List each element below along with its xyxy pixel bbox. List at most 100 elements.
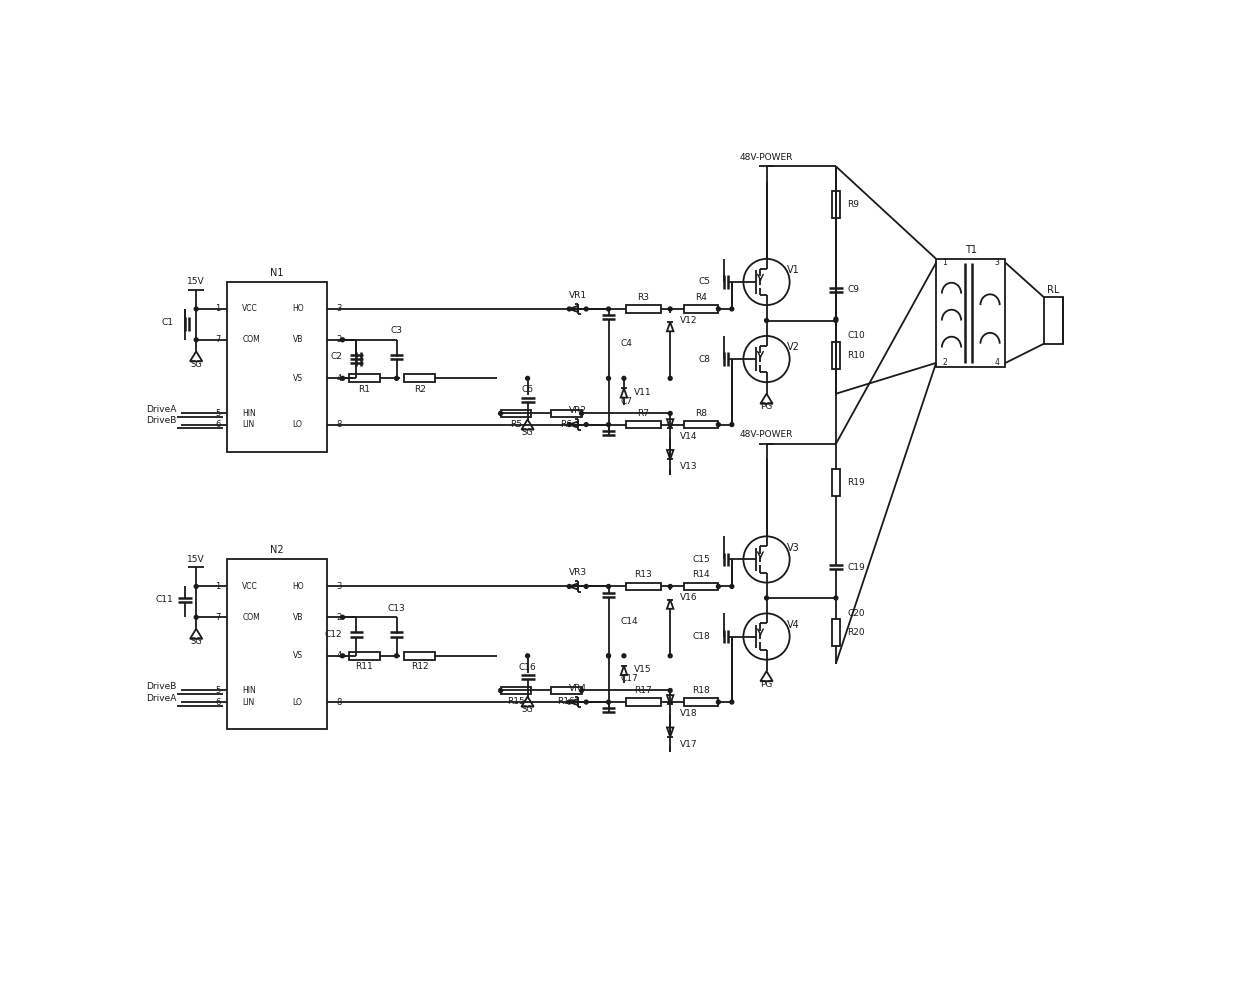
- Text: R3: R3: [637, 293, 650, 302]
- Circle shape: [765, 596, 769, 600]
- Text: 2: 2: [942, 358, 947, 367]
- Circle shape: [341, 338, 345, 341]
- Text: VR4: VR4: [569, 684, 587, 693]
- Text: V13: V13: [681, 462, 698, 471]
- Text: R11: R11: [356, 662, 373, 671]
- Text: V18: V18: [681, 709, 698, 718]
- Bar: [683, 583, 718, 591]
- Text: C17: C17: [620, 675, 637, 684]
- Bar: [626, 305, 661, 312]
- Text: 3: 3: [336, 304, 341, 313]
- Circle shape: [498, 411, 502, 415]
- Circle shape: [717, 700, 720, 704]
- Text: 5: 5: [215, 408, 221, 417]
- Circle shape: [584, 700, 588, 704]
- Bar: [936, 259, 1006, 366]
- Polygon shape: [667, 450, 673, 459]
- Circle shape: [606, 376, 610, 380]
- Text: VCC: VCC: [242, 582, 258, 591]
- Circle shape: [341, 376, 345, 380]
- Text: VR1: VR1: [569, 290, 587, 299]
- Text: R5: R5: [510, 419, 522, 428]
- Bar: [626, 420, 661, 428]
- Circle shape: [717, 422, 720, 426]
- Text: R13: R13: [635, 571, 652, 580]
- Circle shape: [195, 338, 198, 341]
- Text: 6: 6: [215, 420, 221, 429]
- Text: R19: R19: [847, 477, 866, 486]
- Text: 2: 2: [336, 335, 341, 344]
- Circle shape: [606, 585, 610, 589]
- Polygon shape: [760, 672, 773, 682]
- Circle shape: [765, 318, 769, 322]
- Circle shape: [195, 307, 198, 311]
- Polygon shape: [667, 322, 673, 331]
- Circle shape: [717, 307, 720, 311]
- Circle shape: [195, 616, 198, 620]
- Polygon shape: [667, 419, 673, 428]
- Circle shape: [668, 411, 672, 415]
- Text: VB: VB: [293, 335, 303, 344]
- Polygon shape: [621, 666, 627, 675]
- Text: R10: R10: [847, 350, 866, 359]
- Text: DriveA: DriveA: [146, 694, 177, 703]
- Text: HO: HO: [293, 582, 304, 591]
- Circle shape: [567, 307, 572, 311]
- Bar: [501, 409, 532, 417]
- Text: VCC: VCC: [242, 304, 258, 313]
- Polygon shape: [760, 393, 773, 403]
- Circle shape: [526, 654, 529, 658]
- Text: HIN: HIN: [242, 408, 257, 417]
- Text: 1: 1: [942, 258, 947, 267]
- Circle shape: [835, 318, 838, 322]
- Circle shape: [341, 654, 345, 658]
- Circle shape: [498, 689, 502, 693]
- Text: C13: C13: [388, 604, 405, 613]
- Bar: [227, 282, 327, 451]
- Text: C19: C19: [847, 563, 866, 572]
- Text: 15V: 15V: [187, 555, 205, 564]
- Text: R1: R1: [358, 384, 371, 393]
- Circle shape: [622, 376, 626, 380]
- Text: R9: R9: [847, 200, 859, 209]
- Text: V2: V2: [787, 342, 800, 352]
- Polygon shape: [667, 728, 673, 737]
- Polygon shape: [667, 600, 673, 609]
- Polygon shape: [522, 697, 533, 707]
- Circle shape: [744, 537, 790, 583]
- Text: 5: 5: [215, 686, 221, 695]
- Bar: [348, 652, 379, 660]
- Text: V15: V15: [634, 666, 651, 675]
- Text: C7: C7: [620, 397, 632, 406]
- Circle shape: [195, 585, 198, 589]
- Text: HO: HO: [293, 304, 304, 313]
- Text: 1: 1: [215, 582, 221, 591]
- Circle shape: [668, 376, 672, 380]
- Text: V16: V16: [681, 594, 698, 603]
- Text: R8: R8: [694, 408, 707, 417]
- Text: V3: V3: [787, 543, 800, 553]
- Text: C2: C2: [331, 352, 342, 361]
- Bar: [626, 699, 661, 706]
- Circle shape: [567, 422, 572, 426]
- Bar: [501, 687, 532, 695]
- Circle shape: [835, 317, 838, 321]
- Text: VR3: VR3: [569, 568, 587, 577]
- Circle shape: [668, 422, 672, 426]
- Text: COM: COM: [242, 613, 260, 622]
- Text: SG: SG: [522, 428, 533, 437]
- Circle shape: [835, 596, 838, 600]
- Text: 7: 7: [215, 335, 221, 344]
- Text: VR2: VR2: [569, 406, 587, 415]
- Circle shape: [730, 700, 734, 704]
- Text: 15V: 15V: [187, 277, 205, 286]
- Text: V1: V1: [787, 265, 800, 275]
- Bar: [832, 468, 841, 495]
- Polygon shape: [190, 629, 202, 639]
- Text: PG: PG: [760, 402, 773, 411]
- Circle shape: [584, 585, 588, 589]
- Text: 48V-POWER: 48V-POWER: [740, 152, 794, 161]
- Text: PG: PG: [760, 680, 773, 689]
- Bar: [1044, 297, 1063, 343]
- Bar: [832, 620, 841, 647]
